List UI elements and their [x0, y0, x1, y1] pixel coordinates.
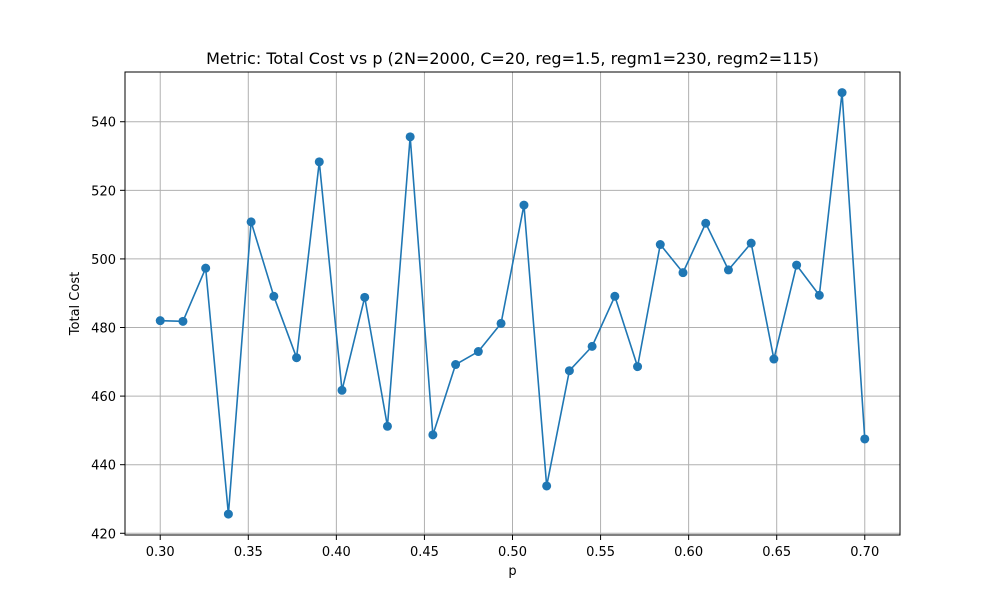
data-point	[155, 316, 165, 326]
data-point	[405, 132, 415, 142]
x-tick-label: 0.45	[410, 545, 439, 560]
x-tick-label: 0.30	[146, 545, 175, 560]
y-tick-label: 480	[91, 322, 116, 337]
data-point	[564, 366, 574, 376]
series-line	[160, 91, 866, 515]
data-point	[473, 347, 483, 357]
data-point	[723, 265, 733, 275]
data-point	[314, 157, 324, 167]
y-tick-label: 420	[91, 527, 116, 542]
y-tick-label: 440	[91, 459, 116, 474]
data-point	[814, 290, 824, 300]
data-point	[746, 238, 756, 248]
data-point	[678, 268, 688, 278]
data-point	[496, 318, 506, 328]
data-point	[610, 291, 620, 301]
y-tick-label: 520	[91, 184, 116, 199]
x-tick-label: 0.60	[674, 545, 703, 560]
data-point	[428, 430, 438, 440]
y-tick-label: 540	[91, 116, 116, 131]
data-point	[655, 240, 665, 250]
data-point	[792, 260, 802, 270]
chart-title: Metric: Total Cost vs p (2N=2000, C=20, …	[206, 49, 819, 68]
data-point	[337, 385, 347, 395]
y-tick-label: 500	[91, 253, 116, 268]
series-layer	[155, 88, 870, 519]
y-axis-label: Total Cost	[68, 272, 83, 336]
y-tick-label: 460	[91, 390, 116, 405]
data-point	[633, 362, 643, 372]
x-tick-label: 0.70	[850, 545, 879, 560]
x-tick-label: 0.35	[234, 545, 263, 560]
data-point	[519, 200, 529, 210]
data-point	[223, 509, 233, 519]
data-point	[360, 292, 370, 302]
data-point	[292, 353, 302, 363]
data-point	[451, 360, 461, 370]
data-point	[769, 354, 779, 364]
data-point	[860, 434, 870, 444]
x-tick-label: 0.40	[322, 545, 351, 560]
data-point	[701, 218, 711, 228]
grid	[125, 72, 900, 535]
x-tick-label: 0.55	[586, 545, 615, 560]
data-point	[269, 291, 279, 301]
data-point	[178, 316, 188, 326]
axis-ticks: 0.30 0.35 0.40 0.45 0.50 0.55 0.60 0.65 0.70 420 4…	[91, 116, 879, 560]
x-tick-label: 0.50	[498, 545, 527, 560]
data-point	[382, 421, 392, 431]
data-point	[587, 341, 597, 351]
x-axis-label: p	[508, 564, 516, 579]
data-point	[246, 217, 256, 227]
data-point	[542, 481, 552, 491]
data-point	[837, 88, 847, 98]
data-point	[201, 263, 211, 273]
x-tick-label: 0.65	[762, 545, 791, 560]
